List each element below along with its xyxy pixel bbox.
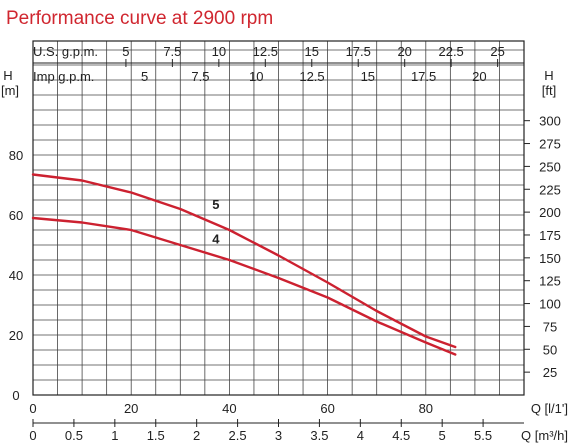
us-gpm-tick-label: 10 (212, 44, 226, 59)
h-ft-tick-label: 200 (539, 205, 561, 220)
us-gpm-tick-label: 12.5 (253, 44, 278, 59)
imp-gpm-tick-label: 10 (249, 69, 263, 84)
imp-gpm-tick-label: 12.5 (299, 69, 324, 84)
h-ft-tick-label: 275 (539, 137, 561, 152)
series: 54 (31, 173, 457, 356)
curve-label-4: 4 (212, 232, 220, 247)
h-right-axis-unit: [ft] (542, 83, 556, 98)
h-right-axis-label: H (544, 68, 553, 83)
grid (32, 40, 525, 396)
h-ft-tick-label: 225 (539, 182, 561, 197)
chart-title: Performance curve at 2900 rpm (6, 8, 273, 29)
q-lmin-tick-label: 80 (419, 401, 433, 416)
q-m3h-axis-label: Q [m³/h] (521, 428, 568, 443)
us-gpm-axis-label: U.S. g.p.m. (33, 44, 98, 59)
us-gpm-tick-label: 25 (490, 44, 504, 59)
h-m-tick-label: 80 (9, 148, 23, 163)
q-m3h-tick-label: 3.5 (310, 428, 328, 443)
h-ft-tick-label: 150 (539, 251, 561, 266)
h-ft-tick-label: 25 (543, 365, 557, 380)
imp-gpm-tick-label: 15 (361, 69, 375, 84)
us-gpm-tick-label: 5 (122, 44, 129, 59)
h-ft-tick-label: 50 (543, 342, 557, 357)
h-left-axis-label: H (3, 68, 12, 83)
q-m3h-tick-label: 5 (439, 428, 446, 443)
q-m3h-tick-label: 0.5 (65, 428, 83, 443)
h-m-tick-label: 40 (9, 268, 23, 283)
curve-label-5: 5 (212, 197, 219, 212)
q-lmin-tick-label: 60 (320, 401, 334, 416)
q-lmin-tick-label: 20 (124, 401, 138, 416)
h-ft-tick-label: 175 (539, 228, 561, 243)
curve-4 (31, 216, 457, 356)
q-m3h-tick-label: 0 (29, 428, 36, 443)
q-m3h-tick-label: 1 (111, 428, 118, 443)
q-m3h-tick-label: 4 (357, 428, 364, 443)
h-ft-tick-label: 75 (543, 319, 557, 334)
us-gpm-tick-label: 20 (397, 44, 411, 59)
us-gpm-tick-label: 15 (305, 44, 319, 59)
q-lmin-axis-label: Q [l/1'] (531, 401, 568, 416)
h-left-axis-unit: [m] (1, 83, 19, 98)
imp-gpm-tick-label: 17.5 (411, 69, 436, 84)
imp-gpm-tick-label: 20 (472, 69, 486, 84)
q-m3h-tick-label: 5.5 (474, 428, 492, 443)
imp-gpm-tick-label: 5 (141, 69, 148, 84)
imp-gpm-tick-label: 7.5 (191, 69, 209, 84)
us-gpm-tick-label: 17.5 (346, 44, 371, 59)
q-lmin-tick-label: 0 (29, 401, 36, 416)
us-gpm-tick-label: 22.5 (438, 44, 463, 59)
q-lmin-tick-label: 40 (222, 401, 236, 416)
h-m-tick-label: 60 (9, 208, 23, 223)
q-m3h-tick-label: 2 (193, 428, 200, 443)
h-ft-tick-label: 125 (539, 274, 561, 289)
q-m3h-tick-label: 3 (275, 428, 282, 443)
h-m-tick-label: 0 (12, 388, 19, 403)
q-m3h-tick-label: 1.5 (147, 428, 165, 443)
us-gpm-tick-label: 7.5 (163, 44, 181, 59)
curve-5 (31, 173, 457, 349)
h-ft-tick-label: 300 (539, 114, 561, 129)
imp-gpm-axis-label: Imp g.p.m. (33, 69, 94, 84)
h-m-tick-label: 20 (9, 328, 23, 343)
h-ft-tick-label: 250 (539, 159, 561, 174)
q-m3h-tick-label: 4.5 (392, 428, 410, 443)
q-m3h-tick-label: 2.5 (229, 428, 247, 443)
h-ft-tick-label: 100 (539, 297, 561, 312)
